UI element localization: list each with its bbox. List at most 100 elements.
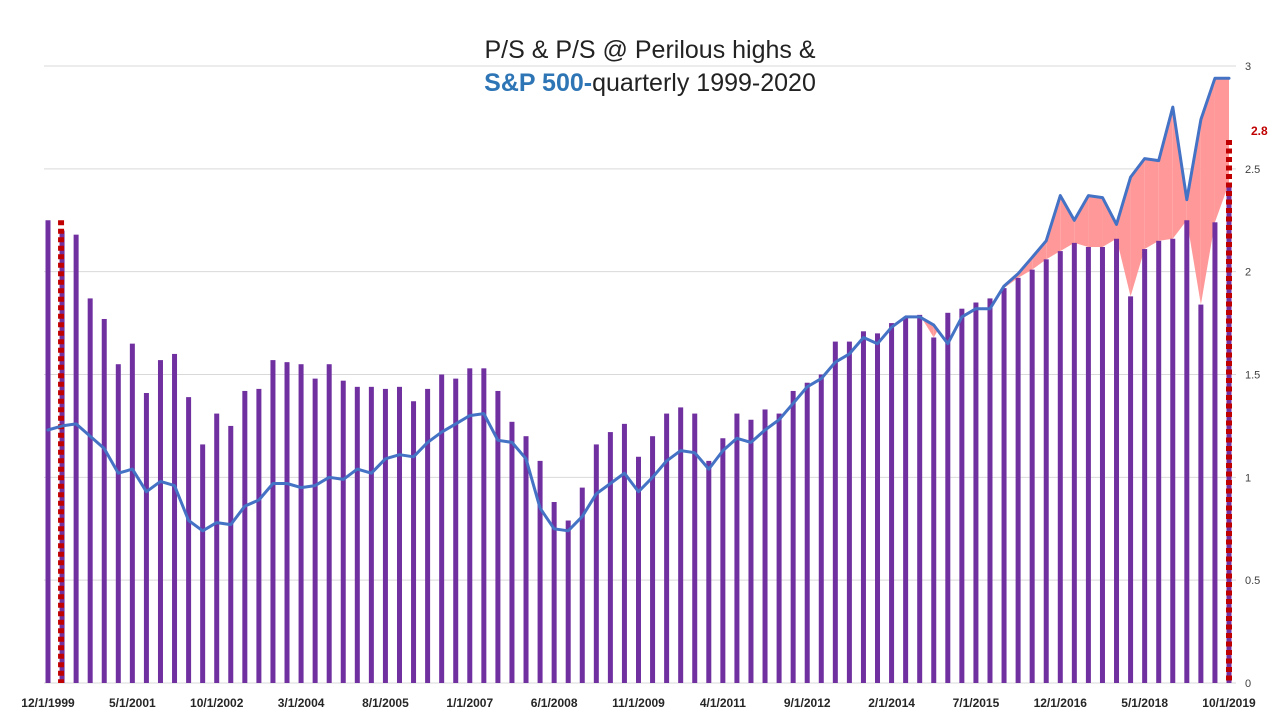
bar bbox=[214, 413, 220, 683]
bar bbox=[973, 302, 979, 683]
bar-series bbox=[45, 183, 1232, 684]
y-tick-label: 3 bbox=[1245, 61, 1251, 73]
bar bbox=[298, 364, 304, 683]
bar bbox=[593, 444, 599, 683]
x-tick-label: 11/1/2009 bbox=[612, 696, 665, 710]
bar bbox=[129, 343, 135, 683]
bar bbox=[523, 436, 529, 683]
bar bbox=[354, 386, 360, 683]
bar bbox=[1212, 222, 1218, 683]
y-tick-label: 0.5 bbox=[1245, 575, 1260, 587]
bar bbox=[664, 413, 670, 683]
bar bbox=[200, 444, 206, 683]
x-tick-label: 2/1/2014 bbox=[868, 696, 915, 710]
x-tick-label: 5/1/2018 bbox=[1121, 696, 1168, 710]
bar bbox=[846, 341, 852, 683]
x-tick-label: 12/1/2016 bbox=[1034, 696, 1088, 710]
bar bbox=[579, 487, 585, 683]
bar bbox=[917, 314, 923, 683]
bar bbox=[748, 419, 754, 683]
x-tick-label: 10/1/2002 bbox=[190, 696, 244, 710]
bar bbox=[650, 436, 656, 683]
bar bbox=[242, 390, 248, 683]
bar bbox=[818, 374, 824, 683]
y-tick-label: 0 bbox=[1245, 678, 1251, 690]
bar bbox=[59, 230, 65, 684]
bar bbox=[284, 362, 290, 683]
premium-fill bbox=[921, 78, 1229, 338]
x-tick-label: 8/1/2005 bbox=[362, 696, 409, 710]
bar bbox=[987, 298, 993, 683]
bar bbox=[607, 432, 613, 683]
premium-fill-segment bbox=[1088, 195, 1103, 247]
bar bbox=[228, 425, 234, 683]
chart-title-rest: quarterly 1999-2020 bbox=[592, 69, 816, 97]
bar bbox=[157, 360, 163, 683]
bar bbox=[734, 413, 740, 683]
y-axis: 0 0.5 1 1.5 2 2.5 3 bbox=[1245, 61, 1260, 690]
bar bbox=[509, 421, 515, 683]
bar bbox=[692, 413, 698, 683]
y-tick-label: 2 bbox=[1245, 267, 1251, 279]
bar bbox=[495, 390, 501, 683]
bar bbox=[368, 386, 374, 683]
bar bbox=[1057, 251, 1063, 683]
premium-fill-segment bbox=[1116, 177, 1131, 297]
bar bbox=[1128, 296, 1134, 683]
bar bbox=[1001, 288, 1007, 683]
bar bbox=[411, 401, 417, 683]
premium-fill-segment bbox=[1060, 195, 1075, 252]
bar bbox=[115, 364, 121, 683]
bar bbox=[537, 460, 543, 683]
y-tick-label: 1 bbox=[1245, 472, 1251, 484]
x-tick-label: 12/1/1999 bbox=[21, 696, 75, 710]
bar bbox=[439, 374, 445, 683]
premium-fill-segment bbox=[1130, 158, 1145, 297]
bar bbox=[1170, 238, 1176, 683]
x-tick-label: 7/1/2015 bbox=[953, 696, 1000, 710]
bar bbox=[931, 337, 937, 683]
bar bbox=[396, 386, 402, 683]
bar bbox=[762, 409, 768, 683]
annotations: 2.8 bbox=[1251, 124, 1268, 138]
x-tick-label: 5/1/2001 bbox=[109, 696, 156, 710]
bar bbox=[875, 333, 881, 683]
bar bbox=[467, 368, 473, 683]
bar bbox=[1142, 249, 1148, 683]
bar bbox=[172, 353, 178, 683]
bar bbox=[1029, 269, 1035, 683]
bar bbox=[1085, 246, 1091, 683]
bar bbox=[382, 388, 388, 683]
y-tick-label: 1.5 bbox=[1245, 370, 1260, 382]
bar bbox=[565, 520, 571, 683]
bar bbox=[621, 423, 627, 683]
bar bbox=[1071, 242, 1077, 683]
bar bbox=[270, 360, 276, 683]
chart-title-line1: P/S & P/S @ Perilous highs & bbox=[484, 36, 816, 64]
x-tick-label: 10/1/2019 bbox=[1202, 696, 1256, 710]
x-tick-label: 3/1/2004 bbox=[278, 696, 325, 710]
x-axis: 12/1/1999 5/1/2001 10/1/2002 3/1/2004 8/1/20… bbox=[21, 696, 1256, 710]
bar bbox=[678, 407, 684, 683]
bar bbox=[1198, 304, 1204, 683]
x-tick-label: 4/1/2011 bbox=[700, 696, 746, 710]
bar bbox=[312, 378, 318, 683]
bar bbox=[636, 456, 641, 683]
premium-fill-segment bbox=[1144, 158, 1159, 250]
bar bbox=[832, 341, 838, 683]
bar bbox=[453, 378, 459, 683]
bar bbox=[790, 390, 796, 683]
bar bbox=[45, 220, 51, 683]
bar bbox=[326, 364, 332, 683]
premium-fill-segment bbox=[1200, 78, 1215, 305]
x-tick-label: 1/1/2007 bbox=[446, 696, 493, 710]
premium-fill-segment bbox=[1186, 119, 1201, 305]
bar bbox=[903, 316, 909, 683]
bar bbox=[143, 393, 149, 683]
bar bbox=[889, 323, 895, 683]
premium-fill-segment bbox=[1102, 197, 1117, 247]
bar bbox=[186, 397, 192, 683]
bar bbox=[945, 312, 951, 683]
bar bbox=[425, 388, 431, 683]
bar bbox=[1114, 238, 1120, 683]
